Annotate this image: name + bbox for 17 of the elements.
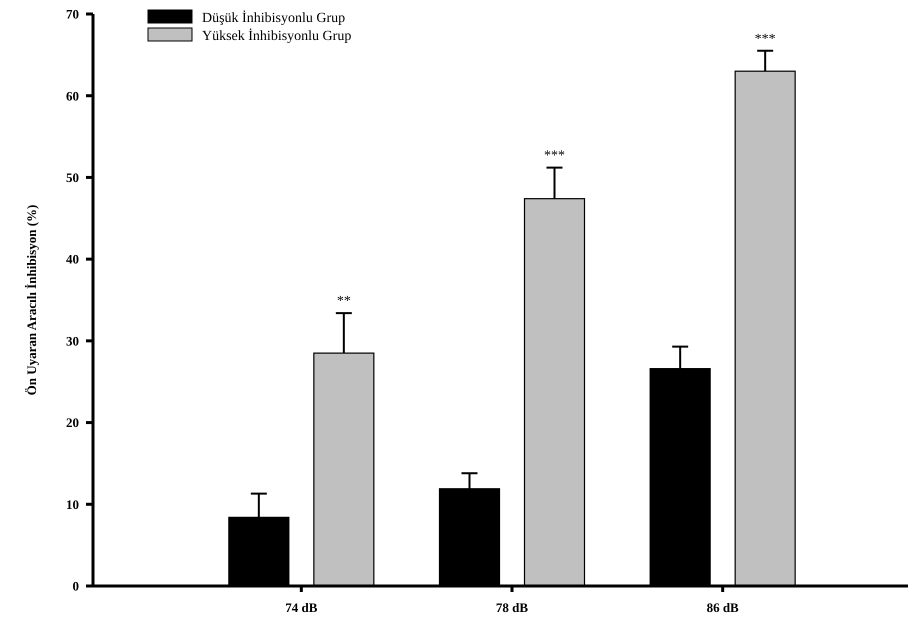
- y-tick-label: 10: [66, 496, 79, 512]
- y-tick-label: 70: [66, 6, 79, 22]
- annotation: ***: [754, 32, 776, 47]
- x-tick-label: 74 dB: [285, 600, 318, 615]
- y-tick-label: 60: [66, 88, 79, 104]
- x-tick-label: 78 dB: [496, 600, 528, 615]
- y-axis-title: Ön Uyaran Aracılı İnhibisyon (%): [24, 204, 39, 396]
- annotation: ***: [544, 148, 565, 164]
- y-tick-label: 20: [66, 415, 79, 430]
- y-tick-label: 40: [66, 252, 79, 267]
- annotation: **: [336, 294, 351, 310]
- legend-label: Düşük İnhibisyonlu Grup: [202, 10, 346, 26]
- x-tick-label: 86 dB: [706, 600, 740, 615]
- legend-label: Yüksek İnhibisyonlu Grup: [202, 28, 352, 44]
- y-tick-label: 50: [66, 170, 79, 185]
- y-tick-label: 30: [66, 333, 79, 348]
- y-tick-label: 0: [72, 578, 79, 594]
